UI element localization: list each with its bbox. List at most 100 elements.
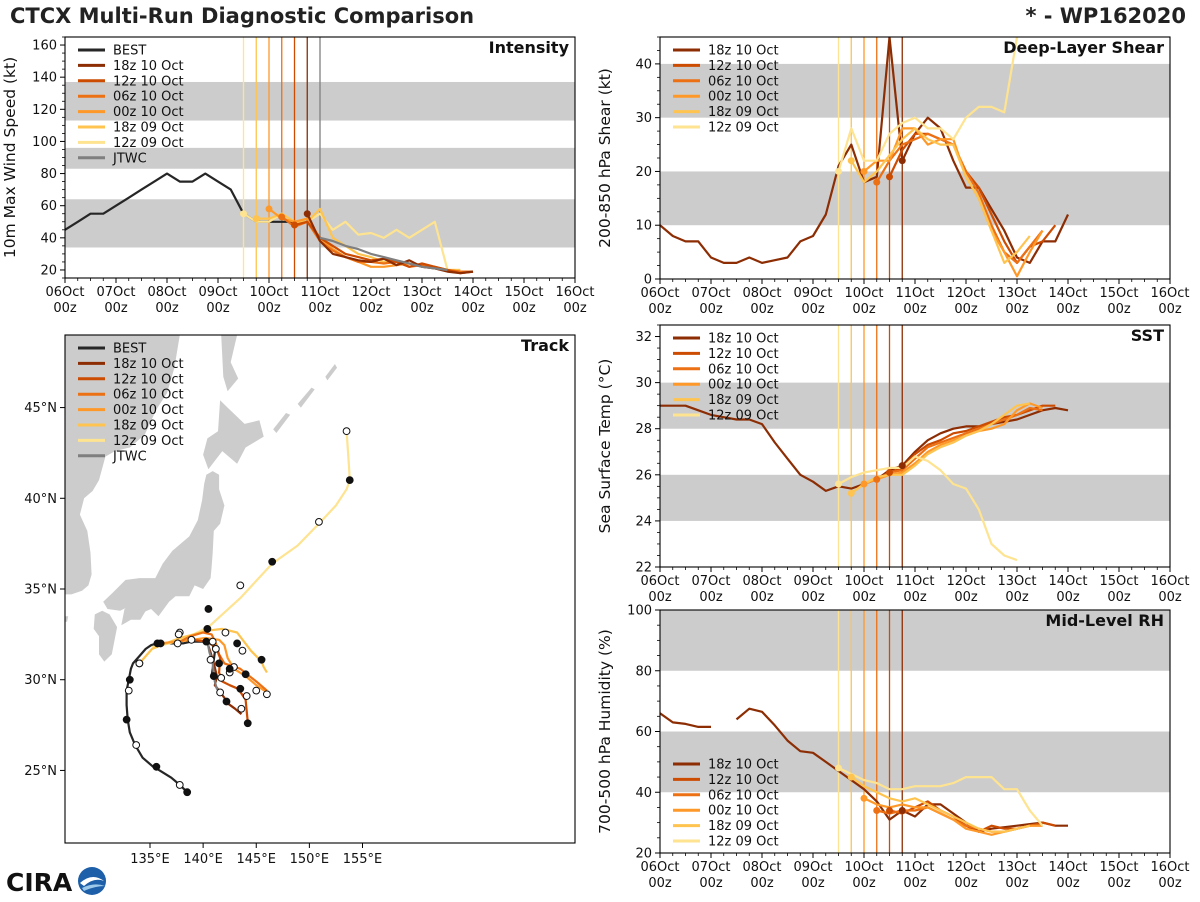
x-tick-label: 15Oct xyxy=(1099,574,1138,589)
y-tick-label: 40 xyxy=(635,786,652,801)
legend-label: 18z 10 Oct xyxy=(113,59,184,74)
x-tick-label: 08Oct xyxy=(147,285,186,300)
x-tick-label: 00z xyxy=(954,302,978,317)
track-point-12z-09-oct xyxy=(236,581,245,590)
x-tick-label: 00z xyxy=(257,301,281,316)
track-point-best xyxy=(124,686,133,695)
panel-intensity: 06Oct00z07Oct00z08Oct00z09Oct00z10Oct00z… xyxy=(1,36,595,316)
series-18z-09-oct xyxy=(138,627,268,674)
series-18z-09-oct xyxy=(850,402,1030,495)
x-tick-label: 12Oct xyxy=(946,574,985,589)
legend-label: 12z 09 Oct xyxy=(708,409,779,424)
init-point-12z-09-oct xyxy=(240,210,247,218)
x-tick-label: 10Oct xyxy=(844,860,883,875)
track-point-best xyxy=(125,675,134,684)
legend-label: JTWC xyxy=(112,449,147,464)
track-point-12z-10-oct xyxy=(215,659,223,668)
track-point-18z-09-oct xyxy=(203,625,212,633)
legend-label: 12z 10 Oct xyxy=(113,372,184,387)
x-tick-label: 07Oct xyxy=(691,860,730,875)
track-point-18z-10-oct xyxy=(206,655,215,664)
x-tick-label: 08Oct xyxy=(742,286,781,301)
legend-label: BEST xyxy=(113,342,146,357)
series-18z-09-oct xyxy=(850,127,1031,264)
x-tick-label: 00z xyxy=(852,302,876,317)
y-tick-label: 10 xyxy=(635,219,652,234)
x-tick-label: 00z xyxy=(1158,590,1182,605)
x-tick-label: 00z xyxy=(461,301,485,316)
x-tick-label: 00z xyxy=(801,590,825,605)
init-point-00z-10-oct xyxy=(860,167,868,175)
x-tick-label: 00z xyxy=(903,302,927,317)
band xyxy=(660,474,1170,521)
x-tick-label: 00z xyxy=(308,301,332,316)
y-tick-label: 25°N xyxy=(24,764,57,779)
plot-area-intensity xyxy=(65,37,575,278)
init-point-18z-10-oct xyxy=(898,157,906,165)
legend-label: 06z 10 Oct xyxy=(708,74,779,89)
band xyxy=(660,610,1170,671)
x-tick-label: 00z xyxy=(699,302,723,317)
init-point-00z-10-oct xyxy=(860,794,868,802)
track-point-best xyxy=(183,788,192,797)
track-point-06z-10-oct xyxy=(208,637,217,646)
x-tick-label: 09Oct xyxy=(793,860,832,875)
init-point-00z-10-oct xyxy=(265,205,273,213)
plot-area-track xyxy=(65,335,354,797)
init-point-18z-09-oct xyxy=(847,773,855,781)
x-tick-label: 00z xyxy=(1056,302,1080,317)
x-tick-label: 16Oct xyxy=(1150,860,1189,875)
y-tick-label: 80 xyxy=(40,167,57,182)
series-12z-09-oct xyxy=(838,767,1044,827)
track-point-best xyxy=(152,762,161,771)
track-point-best xyxy=(132,741,141,749)
x-tick-label: 11Oct xyxy=(895,574,934,589)
x-tick-label: 00z xyxy=(359,301,383,316)
x-tick-label: 12Oct xyxy=(946,286,985,301)
track-point-18z-10-oct xyxy=(209,672,218,680)
x-tick-label: 00z xyxy=(1005,590,1029,605)
legend-label: 12z 10 Oct xyxy=(708,773,779,788)
plot-area-sst xyxy=(660,325,1170,567)
x-tick-label: 00z xyxy=(903,876,927,891)
x-tick-label: 00z xyxy=(648,302,672,317)
x-tick-label: 07Oct xyxy=(96,285,135,300)
plot-area-shear xyxy=(660,37,1170,279)
track-point-12z-10-oct xyxy=(217,674,226,682)
x-tick-label: 16Oct xyxy=(555,285,594,300)
y-tick-label: 100 xyxy=(627,604,652,619)
band xyxy=(660,382,1170,429)
x-tick-label: 135°E xyxy=(130,852,170,867)
legend-label: 18z 09 Oct xyxy=(708,393,779,408)
series-best xyxy=(65,172,321,239)
page-title: CTCX Multi-Run Diagnostic Comparison xyxy=(10,4,475,28)
storm-id: * - WP162020 xyxy=(1025,4,1186,28)
y-tick-label: 45°N xyxy=(24,401,57,416)
panel-title: Deep-Layer Shear xyxy=(1003,38,1164,57)
x-tick-label: 13Oct xyxy=(997,286,1036,301)
y-tick-label: 40°N xyxy=(24,492,57,507)
init-point-06z-10-oct xyxy=(873,178,881,186)
init-point-18z-10-oct xyxy=(898,462,906,470)
series-18z-09-oct xyxy=(850,776,1031,833)
x-tick-label: 06Oct xyxy=(640,860,679,875)
init-point-18z-09-oct xyxy=(847,489,855,497)
legend-label: 12z 09 Oct xyxy=(113,136,184,151)
track-point-18z-09-oct xyxy=(262,690,271,699)
track-point-12z-09-oct xyxy=(315,517,323,526)
legend-label: 12z 10 Oct xyxy=(708,347,779,362)
init-point-06z-10-oct xyxy=(278,213,286,221)
init-point-12z-10-oct xyxy=(886,469,893,477)
x-tick-label: 00z xyxy=(852,590,876,605)
x-tick-label: 14Oct xyxy=(1048,286,1087,301)
track-point-18z-09-oct xyxy=(257,655,266,664)
x-tick-label: 155°E xyxy=(343,852,383,867)
x-tick-label: 00z xyxy=(750,876,774,891)
x-tick-label: 00z xyxy=(699,876,723,891)
x-tick-label: 11Oct xyxy=(300,285,339,300)
x-tick-label: 12Oct xyxy=(946,860,985,875)
